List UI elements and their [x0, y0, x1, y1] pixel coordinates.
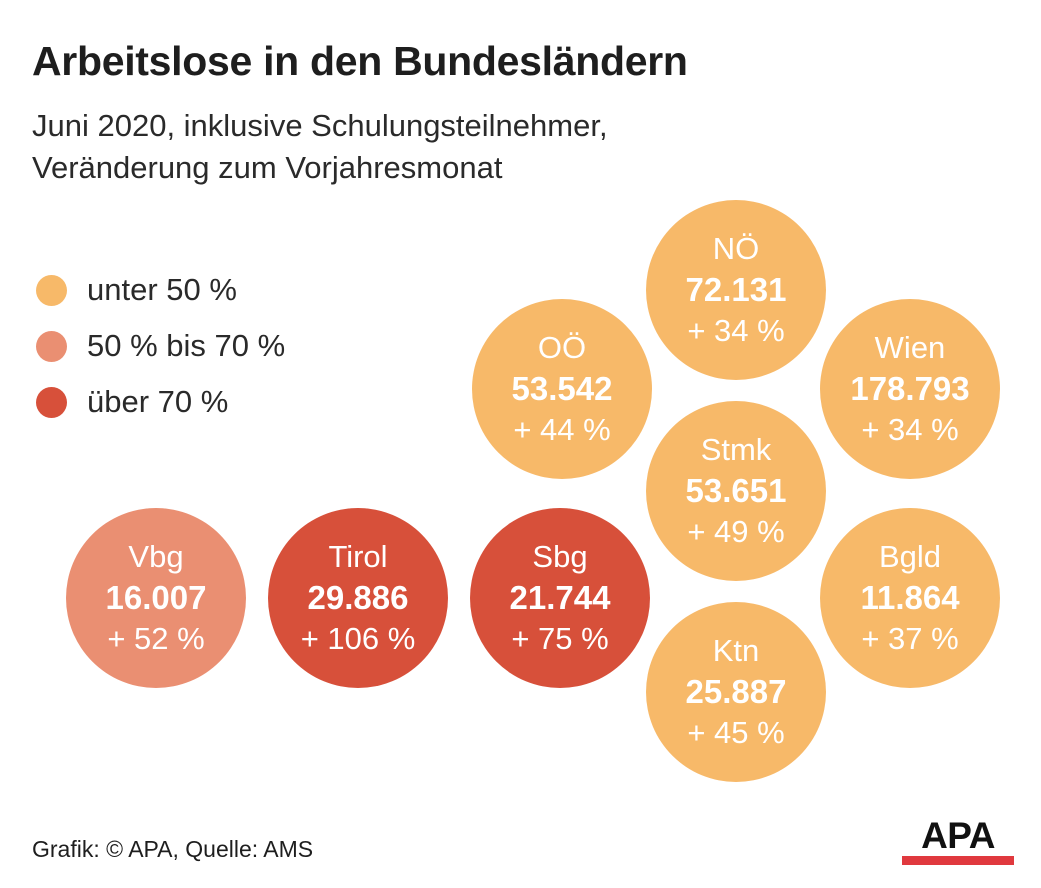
- bubble-change-label: + 106 %: [300, 621, 416, 656]
- bubble-value-label: 178.793: [850, 370, 970, 407]
- bubble-change-label: + 37 %: [861, 621, 959, 656]
- bubble-region-label: Ktn: [712, 633, 760, 668]
- bubble-stmk: Stmk 53.651 + 49 %: [646, 401, 826, 581]
- bubble-change-label: + 49 %: [687, 514, 785, 549]
- bubble-tirol: Tirol 29.886 + 106 %: [268, 508, 448, 688]
- bubble-ktn: Ktn 25.887 + 45 %: [646, 602, 826, 782]
- chart-title: Arbeitslose in den Bundesländern: [32, 38, 688, 84]
- bubble-change-label: + 75 %: [511, 621, 609, 656]
- bubble-value-label: 72.131: [685, 271, 787, 308]
- legend-item-50-to-70: 50 % bis 70 %: [36, 318, 285, 374]
- bubble-wien: Wien 178.793 + 34 %: [820, 299, 1000, 479]
- bubble-region-label: Tirol: [328, 539, 388, 574]
- bubble-region-label: Vbg: [128, 539, 184, 574]
- legend-swatch: [36, 386, 67, 418]
- bubble-value-label: 53.651: [685, 472, 787, 509]
- chart-subtitle-line-1: Juni 2020, inklusive Schulungsteilnehmer…: [32, 108, 608, 143]
- legend: unter 50 % 50 % bis 70 % über 70 %: [36, 262, 285, 430]
- bubble-bgld: Bgld 11.864 + 37 %: [820, 508, 1000, 688]
- bubble-value-label: 11.864: [860, 579, 960, 616]
- bubble-change-label: + 34 %: [687, 313, 785, 348]
- apa-logo: APA: [902, 816, 1014, 866]
- bubble-region-label: OÖ: [537, 330, 587, 365]
- bubble-n: NÖ 72.131 + 34 %: [646, 200, 826, 380]
- bubble-value-label: 25.887: [685, 673, 787, 710]
- legend-item-over-70: über 70 %: [36, 374, 285, 430]
- logo-bar: [902, 856, 1014, 865]
- bubble-value-label: 16.007: [105, 579, 207, 616]
- bubble-region-label: Bgld: [878, 539, 942, 574]
- legend-label: unter 50 %: [87, 272, 237, 307]
- bubble-value-label: 29.886: [307, 579, 409, 616]
- bubble-region-label: Wien: [874, 330, 946, 365]
- bubble-value-label: 53.542: [511, 370, 613, 407]
- legend-item-under-50: unter 50 %: [36, 262, 285, 318]
- legend-swatch: [36, 274, 67, 306]
- legend-label: über 70 %: [87, 384, 229, 419]
- bubble-region-label: Stmk: [700, 432, 772, 467]
- bubble-change-label: + 45 %: [687, 715, 785, 750]
- bubble-value-label: 21.744: [509, 579, 611, 616]
- bubble-region-label: Sbg: [532, 539, 588, 574]
- bubble-change-label: + 44 %: [513, 412, 611, 447]
- bubble-region-label: NÖ: [712, 231, 760, 266]
- logo-text: APA: [921, 815, 995, 856]
- bubble-vbg: Vbg 16.007 + 52 %: [66, 508, 246, 688]
- legend-label: 50 % bis 70 %: [87, 328, 286, 363]
- chart-subtitle-line-2: Veränderung zum Vorjahresmonat: [32, 150, 503, 185]
- bubble-change-label: + 34 %: [861, 412, 959, 447]
- bubble-sbg: Sbg 21.744 + 75 %: [470, 508, 650, 688]
- source-credit: Grafik: © APA, Quelle: AMS: [32, 836, 314, 862]
- bubble-change-label: + 52 %: [107, 621, 205, 656]
- bubble-o: OÖ 53.542 + 44 %: [472, 299, 652, 479]
- legend-swatch: [36, 330, 67, 362]
